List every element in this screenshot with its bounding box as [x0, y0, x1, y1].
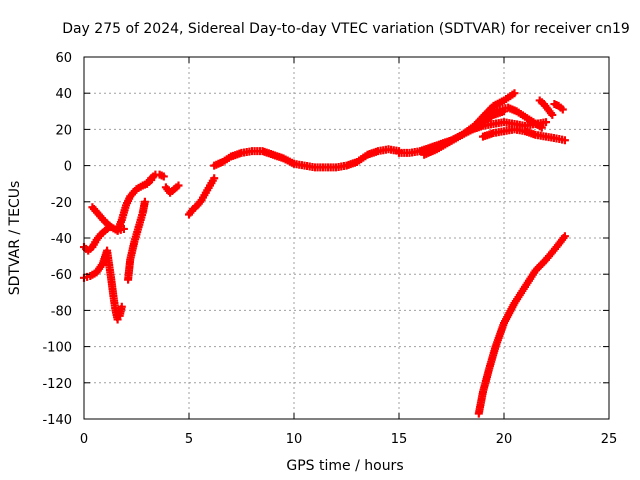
x-tick-label: 15 — [391, 432, 408, 447]
data-point — [140, 197, 149, 206]
y-tick-label: -20 — [51, 196, 72, 211]
x-axis-label: GPS time / hours — [286, 458, 403, 474]
series-arc-13 — [468, 118, 550, 134]
x-tick-label: 20 — [496, 432, 513, 447]
series-arc-12 — [420, 89, 519, 159]
series-arc-8 — [185, 174, 219, 219]
y-tick-label: 40 — [55, 87, 72, 102]
series-arc-14 — [479, 125, 569, 145]
x-tick-label: 5 — [185, 432, 193, 447]
data-point — [558, 105, 567, 114]
data-layer — [80, 89, 569, 418]
series-arc-2 — [80, 246, 126, 324]
data-point — [560, 136, 569, 145]
x-tick-label: 0 — [80, 432, 88, 447]
y-tick-label: 0 — [64, 160, 72, 175]
y-tick-label: -80 — [51, 304, 72, 319]
series-arc-18 — [474, 232, 569, 418]
data-point — [117, 302, 126, 311]
series-arc-6 — [143, 170, 168, 188]
y-tick-label: -40 — [51, 232, 72, 247]
data-point — [548, 110, 557, 119]
data-point — [159, 172, 168, 181]
y-tick-label: -120 — [42, 377, 72, 392]
y-tick-label: 60 — [55, 51, 72, 66]
y-axis-label: SDTVAR / TECUs — [7, 181, 23, 296]
data-point — [542, 118, 550, 127]
data-point — [174, 181, 183, 190]
data-point — [560, 232, 569, 241]
series-arc-15 — [487, 103, 546, 132]
series-arc-7 — [161, 181, 183, 197]
series-arc-5 — [124, 197, 149, 284]
y-tick-label: 20 — [55, 123, 72, 138]
series-arc-16 — [535, 96, 557, 119]
series-arc-9 — [210, 147, 298, 170]
series-arc-17 — [550, 100, 567, 114]
y-tick-label: -100 — [42, 341, 72, 356]
data-point — [510, 89, 519, 98]
y-tick-label: -140 — [42, 413, 72, 428]
data-point — [537, 123, 546, 132]
chart-title: Day 275 of 2024, Sidereal Day-to-day VTE… — [62, 21, 630, 37]
data-point — [210, 174, 219, 183]
grid-layer — [84, 57, 609, 419]
x-tick-label: 10 — [286, 432, 303, 447]
y-tick-label: -60 — [51, 268, 72, 283]
x-tick-label: 25 — [601, 432, 618, 447]
axes-layer: 0 5 10 15 20 25 -140 -120 -100 -80 -60 -40 -20 0 20 40 6… — [42, 51, 617, 447]
series-arc-10 — [290, 145, 403, 172]
